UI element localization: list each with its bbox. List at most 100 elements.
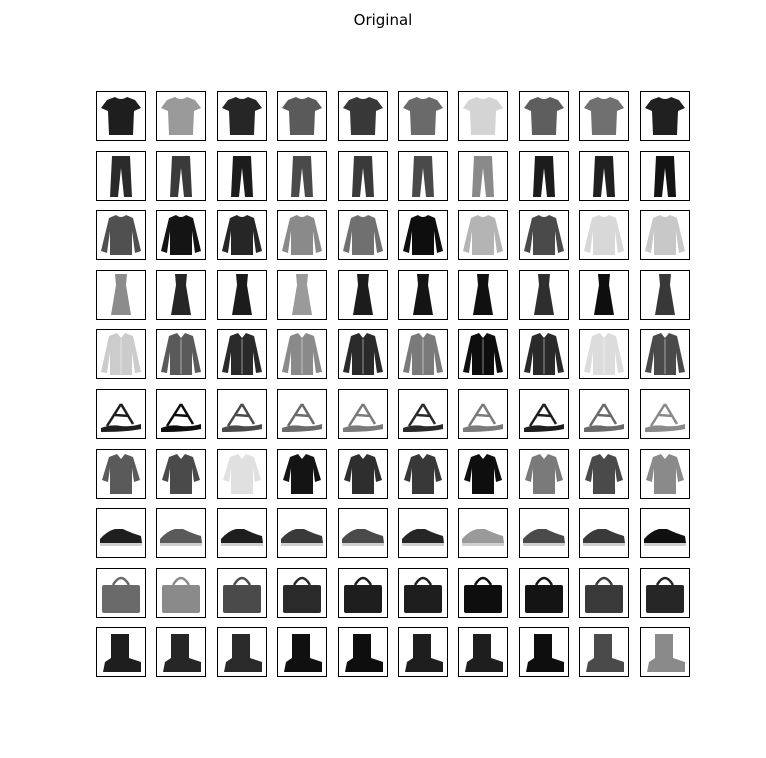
bag-silhouette xyxy=(162,576,200,613)
pullover-silhouette xyxy=(645,215,685,255)
top-silhouette xyxy=(101,97,141,135)
image-tile-trouser-6 xyxy=(398,151,448,201)
image-tile-dress-2 xyxy=(156,270,206,320)
trouser-silhouette xyxy=(533,156,555,197)
boot-silhouette xyxy=(103,634,141,672)
dress-silhouette xyxy=(111,274,131,315)
image-tile-sneaker-6 xyxy=(398,508,448,558)
image-tile-coat-8 xyxy=(519,329,569,379)
coat-silhouette xyxy=(584,333,624,375)
shirt-silhouette xyxy=(102,454,140,494)
image-tile-sandal-6 xyxy=(398,389,448,439)
pullover-silhouette xyxy=(222,215,262,255)
image-tile-trouser-8 xyxy=(519,151,569,201)
sneaker-silhouette xyxy=(281,529,323,546)
coat-silhouette xyxy=(463,333,503,375)
image-tile-dress-8 xyxy=(519,270,569,320)
image-tile-sneaker-9 xyxy=(579,508,629,558)
image-tile-bag-2 xyxy=(156,568,206,618)
image-tile-dress-4 xyxy=(277,270,327,320)
figure-title: Original xyxy=(353,11,413,29)
shirt-silhouette xyxy=(646,454,684,494)
top-silhouette xyxy=(282,97,322,135)
image-tile-pullover-3 xyxy=(217,210,267,260)
shirt-silhouette xyxy=(283,454,321,494)
image-tile-pullover-6 xyxy=(398,210,448,260)
sneaker-silhouette xyxy=(523,529,565,546)
image-tile-shirt-8 xyxy=(519,449,569,499)
bag-silhouette xyxy=(525,576,563,613)
coat-silhouette xyxy=(161,333,201,375)
boot-silhouette xyxy=(224,634,262,672)
image-tile-sandal-5 xyxy=(338,389,388,439)
image-tile-coat-4 xyxy=(277,329,327,379)
image-tile-coat-9 xyxy=(579,329,629,379)
image-tile-shirt-9 xyxy=(579,449,629,499)
top-silhouette xyxy=(403,97,443,135)
trouser-silhouette xyxy=(110,156,132,197)
image-tile-bag-10 xyxy=(640,568,690,618)
bag-silhouette xyxy=(646,576,684,613)
bag-silhouette xyxy=(283,576,321,613)
top-silhouette xyxy=(222,97,262,135)
pullover-silhouette xyxy=(584,215,624,255)
boot-silhouette xyxy=(465,634,503,672)
shirt-silhouette xyxy=(404,454,442,494)
bag-silhouette xyxy=(585,576,623,613)
sandal-silhouette xyxy=(222,403,262,432)
dress-silhouette xyxy=(171,274,191,315)
sneaker-silhouette xyxy=(462,529,504,546)
image-tile-sandal-3 xyxy=(217,389,267,439)
pullover-silhouette xyxy=(161,215,201,255)
image-tile-sandal-7 xyxy=(458,389,508,439)
trouser-silhouette xyxy=(654,156,676,197)
dress-silhouette xyxy=(594,274,614,315)
image-tile-shirt-3 xyxy=(217,449,267,499)
image-tile-coat-6 xyxy=(398,329,448,379)
image-tile-trouser-9 xyxy=(579,151,629,201)
image-tile-shirt-5 xyxy=(338,449,388,499)
image-tile-coat-2 xyxy=(156,329,206,379)
bag-silhouette xyxy=(404,576,442,613)
image-tile-trouser-3 xyxy=(217,151,267,201)
image-tile-sneaker-1 xyxy=(96,508,146,558)
image-tile-bag-1 xyxy=(96,568,146,618)
image-tile-pullover-7 xyxy=(458,210,508,260)
coat-silhouette xyxy=(403,333,443,375)
image-tile-sneaker-4 xyxy=(277,508,327,558)
dress-silhouette xyxy=(473,274,493,315)
image-tile-shirt-4 xyxy=(277,449,327,499)
image-tile-boot-5 xyxy=(338,627,388,677)
image-tile-sandal-2 xyxy=(156,389,206,439)
trouser-silhouette xyxy=(291,156,313,197)
image-tile-top-1 xyxy=(96,91,146,141)
image-tile-sandal-1 xyxy=(96,389,146,439)
image-tile-boot-1 xyxy=(96,627,146,677)
boot-silhouette xyxy=(586,634,624,672)
sandal-silhouette xyxy=(584,403,624,432)
image-tile-top-10 xyxy=(640,91,690,141)
image-tile-boot-2 xyxy=(156,627,206,677)
pullover-silhouette xyxy=(463,215,503,255)
trouser-silhouette xyxy=(593,156,615,197)
bag-silhouette xyxy=(102,576,140,613)
pullover-silhouette xyxy=(403,215,443,255)
image-tile-boot-8 xyxy=(519,627,569,677)
dress-silhouette xyxy=(655,274,675,315)
boot-silhouette xyxy=(163,634,201,672)
image-tile-sandal-4 xyxy=(277,389,327,439)
sandal-silhouette xyxy=(343,403,383,432)
boot-silhouette xyxy=(405,634,443,672)
top-silhouette xyxy=(645,97,685,135)
dress-silhouette xyxy=(413,274,433,315)
image-tile-pullover-4 xyxy=(277,210,327,260)
image-tile-dress-3 xyxy=(217,270,267,320)
image-tile-shirt-10 xyxy=(640,449,690,499)
image-tile-trouser-7 xyxy=(458,151,508,201)
image-tile-pullover-2 xyxy=(156,210,206,260)
image-tile-sneaker-2 xyxy=(156,508,206,558)
image-tile-pullover-1 xyxy=(96,210,146,260)
trouser-silhouette xyxy=(170,156,192,197)
dress-silhouette xyxy=(292,274,312,315)
image-tile-shirt-2 xyxy=(156,449,206,499)
